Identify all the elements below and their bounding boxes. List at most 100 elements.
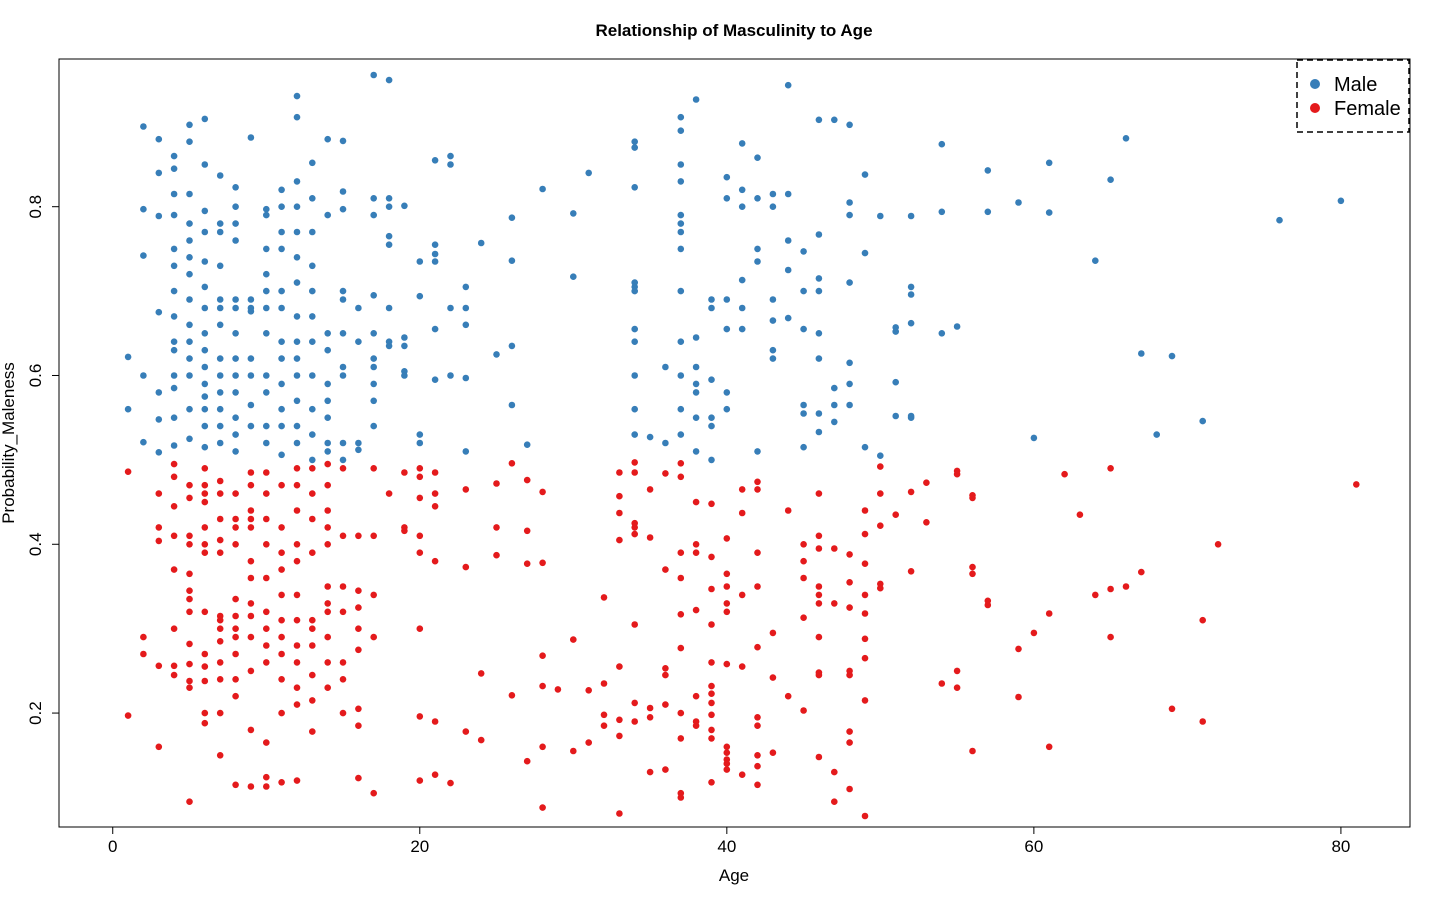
data-point-male: [324, 346, 332, 354]
data-point-male: [278, 245, 285, 253]
data-point-female: [339, 532, 347, 540]
data-point-male: [431, 258, 439, 265]
data-point-male: [907, 414, 915, 422]
data-point-male: [339, 188, 347, 195]
data-point-male: [769, 317, 777, 324]
data-point-female: [401, 527, 408, 535]
data-point-male: [462, 321, 470, 329]
data-point-male: [631, 287, 638, 295]
data-point-female: [355, 705, 362, 713]
data-point-female: [984, 601, 992, 609]
data-point-female: [216, 536, 224, 544]
data-point-male: [493, 351, 500, 358]
data-point-male: [155, 169, 163, 177]
data-point-female: [416, 532, 424, 540]
data-point-female: [662, 566, 669, 573]
data-point-female: [723, 570, 731, 578]
data-point-female: [631, 469, 638, 476]
data-point-female: [232, 692, 239, 700]
data-point-male: [370, 380, 378, 388]
data-point-male: [140, 372, 147, 379]
data-point-female: [401, 469, 408, 476]
data-point-male: [677, 405, 685, 413]
data-point-male: [431, 250, 439, 258]
data-point-female: [309, 515, 316, 523]
data-point-female: [570, 747, 577, 755]
data-point-female: [815, 490, 823, 497]
data-point-male: [293, 253, 301, 261]
data-point-female: [523, 476, 531, 484]
data-point-female: [339, 659, 347, 666]
data-point-male: [784, 266, 792, 274]
data-point-male: [385, 232, 393, 240]
data-point-male: [738, 186, 746, 194]
data-point-male: [385, 304, 393, 312]
data-point-female: [216, 625, 224, 632]
data-point-male: [309, 313, 316, 320]
data-point-female: [170, 532, 178, 540]
data-point-male: [1276, 216, 1283, 224]
data-point-male: [293, 439, 301, 447]
series-male: [124, 71, 1345, 464]
data-point-female: [600, 594, 608, 601]
x-tick-label: 0: [108, 837, 117, 856]
data-point-male: [477, 239, 485, 247]
data-point-male: [247, 422, 255, 430]
data-point-female: [953, 667, 961, 675]
data-point-male: [370, 71, 378, 79]
data-point-male: [784, 81, 792, 89]
data-point-male: [232, 304, 239, 312]
data-point-female: [416, 625, 424, 632]
data-point-female: [662, 665, 669, 672]
data-point-male: [216, 296, 224, 303]
data-point-male: [186, 190, 193, 198]
data-point-female: [846, 579, 853, 586]
data-point-male: [201, 346, 209, 354]
data-point-female: [124, 712, 132, 719]
data-point-female: [201, 608, 209, 616]
data-point-female: [263, 642, 270, 649]
data-point-male: [355, 304, 362, 312]
data-point-female: [800, 557, 807, 565]
data-point-male: [170, 211, 178, 219]
data-point-female: [247, 612, 255, 620]
data-point-male: [201, 207, 209, 215]
data-point-female: [201, 524, 209, 531]
data-point-male: [170, 313, 178, 320]
data-point-female: [355, 532, 362, 540]
data-point-female: [309, 616, 316, 624]
x-tick-label: 60: [1024, 837, 1043, 856]
data-point-male: [263, 270, 270, 278]
data-point-male: [815, 428, 823, 436]
data-point-male: [170, 338, 178, 346]
data-point-male: [324, 414, 332, 422]
data-point-female: [477, 736, 485, 744]
data-point-female: [247, 524, 255, 531]
data-point-female: [232, 676, 239, 683]
data-point-male: [846, 199, 853, 206]
data-point-female: [907, 568, 915, 575]
data-point-female: [723, 660, 731, 668]
data-point-male: [662, 439, 669, 447]
data-point-female: [170, 566, 178, 573]
data-point-female: [631, 718, 638, 725]
data-point-female: [708, 585, 715, 593]
data-point-female: [692, 541, 700, 548]
data-point-female: [355, 774, 362, 782]
data-point-female: [723, 743, 731, 751]
data-point-male: [186, 372, 193, 379]
legend: Male Female: [1296, 59, 1410, 133]
data-point-female: [186, 684, 193, 691]
data-point-female: [232, 595, 239, 603]
data-point-female: [263, 773, 270, 781]
data-point-female: [278, 633, 285, 641]
data-point-male: [170, 165, 178, 172]
data-point-male: [186, 405, 193, 413]
data-point-male: [692, 363, 700, 371]
data-point-female: [508, 692, 516, 699]
data-point-male: [1199, 417, 1206, 425]
data-point-female: [278, 779, 285, 786]
data-point-male: [140, 252, 147, 259]
data-point-male: [1168, 352, 1176, 360]
data-point-male: [1045, 159, 1053, 167]
